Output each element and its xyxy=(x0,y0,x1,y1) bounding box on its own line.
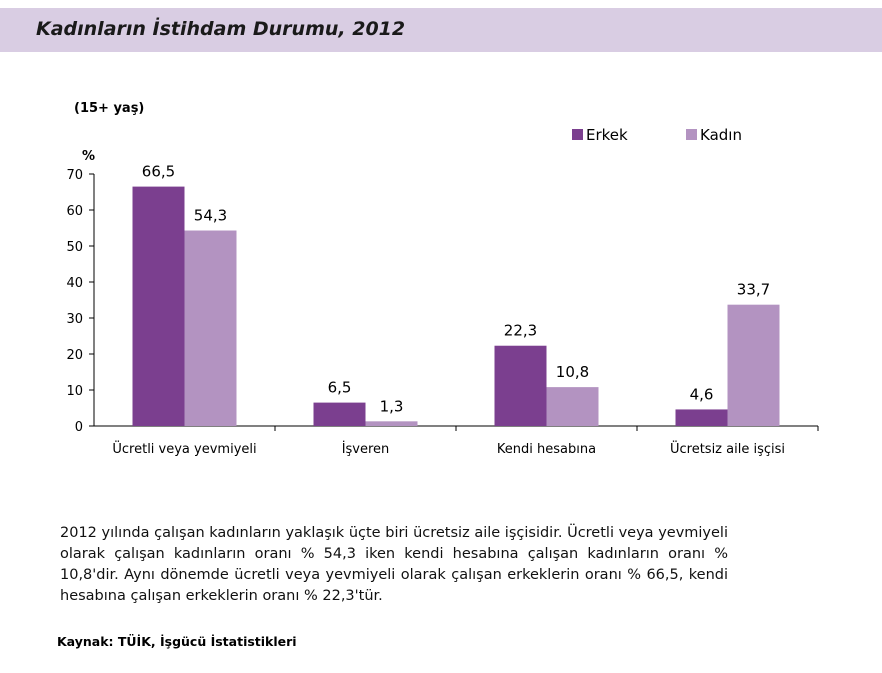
data-label: 33,7 xyxy=(737,281,770,299)
bar-erkek xyxy=(675,409,728,426)
y-tick-label: 50 xyxy=(66,240,83,255)
x-tick-label: Ücretli veya yevmiyeli xyxy=(112,440,256,457)
data-label: 66,5 xyxy=(142,163,175,181)
data-label: 22,3 xyxy=(504,322,537,340)
y-tick-label: 10 xyxy=(66,384,83,399)
data-label: 4,6 xyxy=(690,385,714,403)
data-label: 6,5 xyxy=(328,379,352,397)
legend-swatch-erkek xyxy=(572,129,583,140)
bar-kadin xyxy=(727,304,780,426)
bar-erkek xyxy=(132,186,185,426)
x-tick-label: Ücretsiz aile işçisi xyxy=(670,440,785,457)
legend-label-erkek: Erkek xyxy=(586,126,628,144)
bar-kadin xyxy=(365,421,418,426)
x-tick-label: Kendi hesabına xyxy=(497,442,596,457)
x-tick-label: İşveren xyxy=(342,441,390,457)
y-tick-label: 20 xyxy=(66,348,83,363)
chart-subtitle: (15+ yaş) xyxy=(74,101,145,116)
y-tick-label: 60 xyxy=(66,204,83,219)
bar-kadin xyxy=(546,387,599,426)
bar-erkek xyxy=(313,402,366,426)
data-label: 10,8 xyxy=(556,363,589,381)
data-label: 1,3 xyxy=(380,397,404,415)
y-tick-label: 70 xyxy=(66,168,83,183)
header-bar: Kadınların İstihdam Durumu, 2012 xyxy=(0,8,882,52)
page-title: Kadınların İstihdam Durumu, 2012 xyxy=(36,18,406,40)
y-tick-label: 0 xyxy=(75,420,83,435)
bar-erkek xyxy=(494,345,547,426)
description-paragraph: 2012 yılında çalışan kadınların yaklaşık… xyxy=(60,525,728,604)
bar-kadin xyxy=(184,230,237,426)
y-tick-label: 40 xyxy=(66,276,83,291)
legend-label-kadin: Kadın xyxy=(700,126,742,144)
legend-swatch-kadin xyxy=(686,129,697,140)
y-tick-label: 30 xyxy=(66,312,83,327)
y-axis-label: % xyxy=(82,149,95,164)
data-label: 54,3 xyxy=(194,207,227,225)
bar-chart: % 0 10 20 30 40 50 60 70 Ücretli veya yevmiyeli 66… xyxy=(66,126,819,457)
source-note: Kaynak: TÜİK, İşgücü İstatistikleri xyxy=(57,634,297,649)
